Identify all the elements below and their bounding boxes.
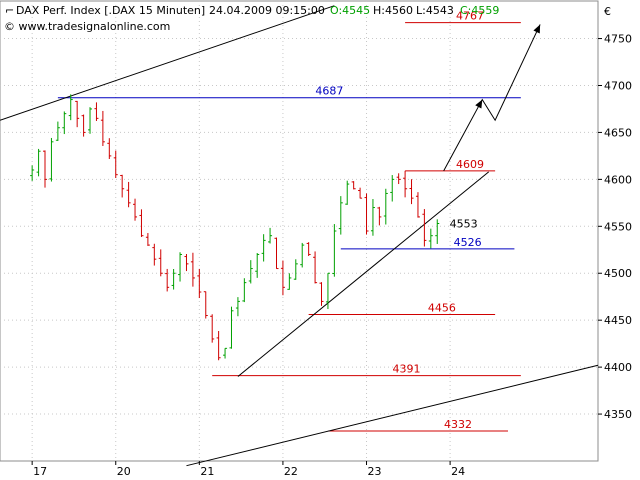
trend-line <box>237 171 490 377</box>
y-tick-label: 4550 <box>604 220 632 233</box>
x-tick-label: 17 <box>33 465 47 478</box>
y-tick-label: 4400 <box>604 361 632 374</box>
level-label: 4391 <box>393 363 421 376</box>
y-axis-ticks: 4350 4400 4450 4500 4550 4600 4650 4700 4750 <box>598 33 632 421</box>
x-axis-ticks: 17 20 21 22 23 24 <box>31 461 465 478</box>
chart-header: ⌐ DAX Perf. Index [.DAX 15 Minuten] 24.0… <box>4 4 611 33</box>
y-tick-label: 4750 <box>604 33 632 46</box>
low-value: L:4543 <box>416 4 454 17</box>
trend-line <box>0 5 335 121</box>
grid-lines <box>0 1 598 461</box>
plot-frame <box>0 0 599 462</box>
x-tick-label: 22 <box>284 465 298 478</box>
projection-path <box>443 24 541 172</box>
arrow-head <box>533 24 541 34</box>
level-label: 4332 <box>444 418 472 431</box>
arrow-head <box>475 99 483 109</box>
x-tick-label: 21 <box>200 465 214 478</box>
trend-line <box>186 364 599 467</box>
close-value: C:4559 <box>460 4 499 17</box>
currency-symbol: € <box>604 5 611 18</box>
x-tick-label: 20 <box>117 465 131 478</box>
high-value: H:4560 <box>373 4 413 17</box>
y-tick-label: 4350 <box>604 408 632 421</box>
level-label: 4456 <box>428 302 456 315</box>
open-value: O:4545 <box>330 4 370 17</box>
level-label: 4553 <box>450 217 478 230</box>
candles <box>30 94 440 361</box>
level-label: 4526 <box>454 236 482 249</box>
level-label: 4767 <box>456 10 484 23</box>
projection-arrow <box>443 24 541 172</box>
y-tick-label: 4600 <box>604 173 632 186</box>
x-tick-label: 24 <box>451 465 465 478</box>
y-tick-label: 4700 <box>604 79 632 92</box>
level-label: 4609 <box>456 158 484 171</box>
level-label: 4687 <box>315 85 343 98</box>
y-tick-label: 4450 <box>604 314 632 327</box>
trend-lines <box>0 5 599 467</box>
x-tick-label: 23 <box>368 465 382 478</box>
header-icon: ⌐ <box>5 4 14 17</box>
datetime-label: 24.04.2009 09:15:00 <box>209 4 325 17</box>
y-tick-label: 4500 <box>604 267 632 280</box>
price-levels: 4767 4687 4609 4553 4526 4456 4391 4332 <box>57 10 521 432</box>
y-tick-label: 4650 <box>604 126 632 139</box>
instrument-label: DAX Perf. Index [.DAX 15 Minuten] <box>16 4 205 17</box>
source-label: © www.tradesignalonline.com <box>4 20 170 33</box>
